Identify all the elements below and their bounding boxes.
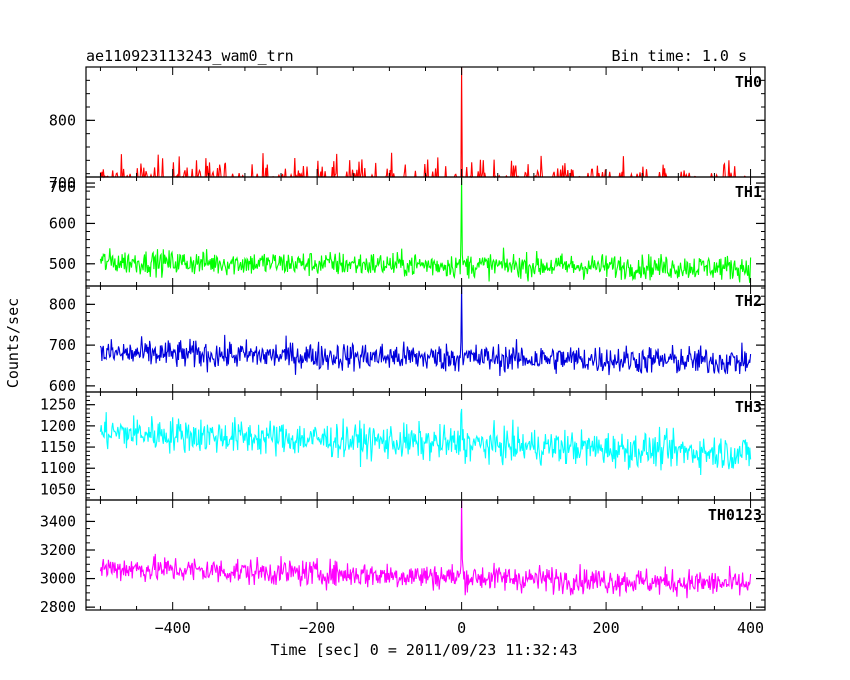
y-tick-label: 3000 xyxy=(40,570,76,588)
y-tick-label: 800 xyxy=(49,295,76,313)
panel-label: TH2 xyxy=(735,292,762,310)
y-tick-label: 2800 xyxy=(40,598,76,616)
y-tick-label: 1050 xyxy=(40,480,76,498)
x-tick-label: −400 xyxy=(155,619,191,637)
panel-frame xyxy=(85,285,766,393)
x-tick-label: 200 xyxy=(593,619,620,637)
panel-frame xyxy=(85,499,766,611)
x-tick-label: 0 xyxy=(457,619,466,637)
y-tick-label: 600 xyxy=(49,377,76,395)
panel-frame xyxy=(85,391,766,501)
panel-label: TH1 xyxy=(735,183,762,201)
panel-label: TH3 xyxy=(735,398,762,416)
series-th0123 xyxy=(99,499,752,599)
y-axis-label: Counts/sec xyxy=(4,298,22,388)
series-th2 xyxy=(99,285,752,377)
y-tick-label: 3200 xyxy=(40,541,76,559)
panel-th1: 500 600 700 TH1 xyxy=(49,174,766,287)
bin-time-label: Bin time: 1.0 s xyxy=(612,47,747,65)
panel-label: TH0 xyxy=(735,73,762,91)
y-tick-label: 700 xyxy=(49,336,76,354)
series-th0 xyxy=(99,66,751,179)
panel-frame xyxy=(85,66,766,178)
panel-label: TH0123 xyxy=(708,506,762,524)
y-tick-label: 1150 xyxy=(40,438,76,456)
y-tick-label: 800 xyxy=(49,111,76,129)
panel-th0123: 2800 3000 3200 3400 TH0123 xyxy=(40,499,766,616)
y-tick-label: 700 xyxy=(49,178,76,196)
series-th3 xyxy=(99,408,752,476)
x-axis-label: Time [sec] 0 = 2011/09/23 11:32:43 xyxy=(270,641,577,659)
y-tick-label: 700 xyxy=(49,174,76,192)
x-tick-label: 400 xyxy=(737,619,764,637)
y-tick-label: 3400 xyxy=(40,512,76,530)
y-tick-label: 1200 xyxy=(40,417,76,435)
chart-title: ae110923113243_wam0_trn xyxy=(86,47,294,65)
y-tick-label: 600 xyxy=(49,214,76,232)
panel-th3: 1050 1100 1150 1200 1250 TH3 xyxy=(40,391,766,501)
y-tick-label: 1100 xyxy=(40,459,76,477)
panel-th2: 600 700 800 TH2 xyxy=(49,285,766,395)
series-th1 xyxy=(99,176,752,283)
y-tick-label: 1250 xyxy=(40,396,76,414)
y-tick-label: 500 xyxy=(49,255,76,273)
x-tick-label: −200 xyxy=(299,619,335,637)
